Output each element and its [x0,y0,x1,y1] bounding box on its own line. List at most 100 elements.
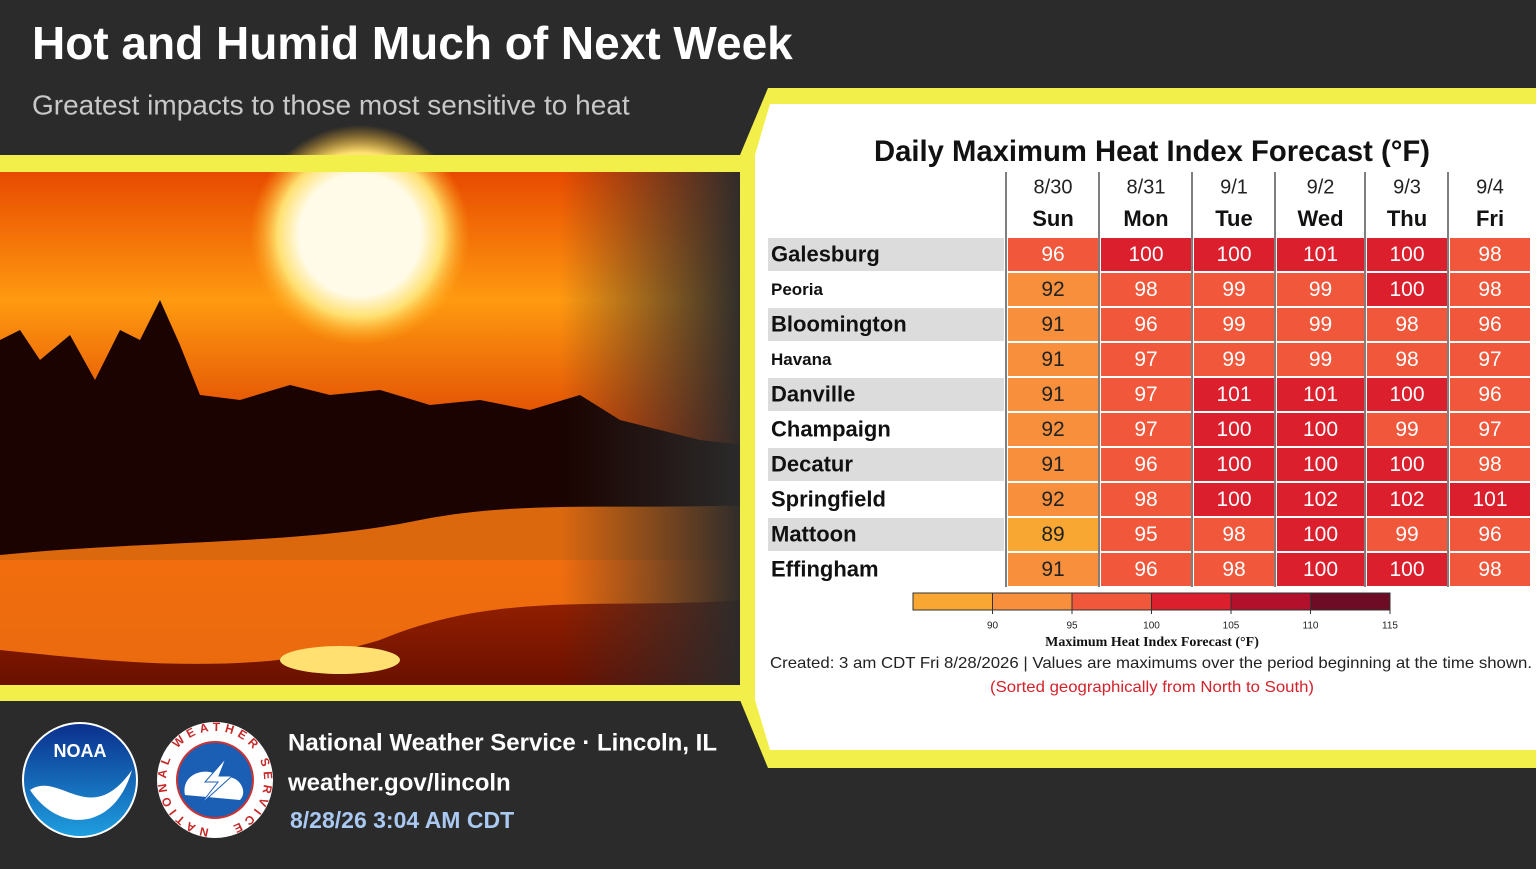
cell-value: 100 [1389,558,1424,581]
sun [250,125,470,345]
band [0,155,750,172]
cell-value: 98 [1134,488,1157,511]
col-day: Sun [1032,206,1074,231]
row-band [768,518,1004,551]
cell [1277,553,1364,586]
cell-value: 100 [1303,418,1338,441]
cell-value: 96 [1134,313,1157,336]
cell [1277,518,1364,551]
cell-value: 98 [1478,453,1501,476]
cell-value: 101 [1216,383,1251,406]
cell [1450,308,1530,341]
band [0,685,750,701]
created-note: Created: 3 am CDT Fri 8/28/2026 | Values… [770,655,1532,672]
cell-value: 100 [1389,243,1424,266]
cell-value: 95 [1134,523,1157,546]
cell [1101,413,1191,446]
cell-value: 97 [1134,418,1157,441]
colorbar-tick-label: 115 [1382,621,1398,632]
cell [1008,238,1098,271]
cell-value: 98 [1395,313,1418,336]
sorted-note: (Sorted geographically from North to Sou… [990,679,1314,696]
colorbar-tick-label: 95 [1066,621,1078,632]
cell [1101,273,1191,306]
cell-value: 100 [1303,558,1338,581]
cell-value: 100 [1216,243,1251,266]
city: Mattoon [771,521,857,546]
cell [1101,308,1191,341]
table-title: Daily Maximum Heat Index Forecast (°F) [874,135,1430,168]
cell [1194,448,1274,481]
cell [1450,413,1530,446]
cell [1008,518,1098,551]
col-day: Thu [1387,206,1427,231]
cell [1008,413,1098,446]
cell-value: 99 [1309,348,1332,371]
cell [1277,448,1364,481]
cell-value: 96 [1134,558,1157,581]
col-date: 8/31 [1127,176,1166,198]
cell-value: 99 [1222,348,1245,371]
cell [1277,483,1364,516]
reflection [280,646,400,674]
colorbar-segment [1310,593,1390,610]
cell [1277,413,1364,446]
cell-value: 91 [1041,313,1064,336]
cell-value: 100 [1216,418,1251,441]
cell [1101,238,1191,271]
cell [1450,343,1530,376]
cell-value: 98 [1478,243,1501,266]
cell-value: 92 [1041,418,1064,441]
cell-value: 91 [1041,348,1064,371]
cell-value: 102 [1303,488,1338,511]
cell-value: 100 [1303,523,1338,546]
row-band [768,448,1004,481]
colorbar-label: Maximum Heat Index Forecast (°F) [1045,635,1259,650]
colorbar-tick-label: 110 [1303,621,1319,632]
city: Effingham [771,556,879,581]
subtitle: Greatest impacts to those most sensitive… [32,89,630,120]
cell [1367,518,1447,551]
cell [1367,273,1447,306]
cell-value: 99 [1309,278,1332,301]
cell-value: 100 [1389,278,1424,301]
cell-value: 100 [1389,453,1424,476]
cell-value: 98 [1395,348,1418,371]
cell-value: 96 [1134,453,1157,476]
cell-value: 100 [1216,488,1251,511]
colorbar-segment [1231,593,1311,610]
colorbar-segment [992,593,1072,610]
cell [1008,343,1098,376]
cell-value: 91 [1041,453,1064,476]
cell [1101,448,1191,481]
cell [1277,308,1364,341]
cell [1367,483,1447,516]
cell-value: 91 [1041,383,1064,406]
cell [1367,343,1447,376]
cell [1101,483,1191,516]
cell [1194,378,1274,411]
cell-value: 96 [1041,243,1064,266]
cell [1194,343,1274,376]
colorbar-tick-label: 105 [1223,621,1240,632]
cell [1450,483,1530,516]
cell [1367,448,1447,481]
cell [1367,553,1447,586]
noaa-bird [30,770,132,820]
cell-value: 98 [1222,558,1245,581]
city: Bloomington [771,311,907,336]
colorbar-segment [1072,593,1152,610]
cell [1101,553,1191,586]
cell-value: 101 [1472,488,1507,511]
nws-bolt [199,757,234,806]
cell-value: 96 [1478,383,1501,406]
cell-value: 101 [1303,383,1338,406]
cell-value: 89 [1041,523,1064,546]
cell-value: 97 [1478,348,1501,371]
cell [1194,308,1274,341]
colorbar-tick-label: 90 [987,621,999,632]
cell [1101,378,1191,411]
city: Danville [771,381,855,406]
cell [1194,273,1274,306]
photo-fade [560,172,745,685]
